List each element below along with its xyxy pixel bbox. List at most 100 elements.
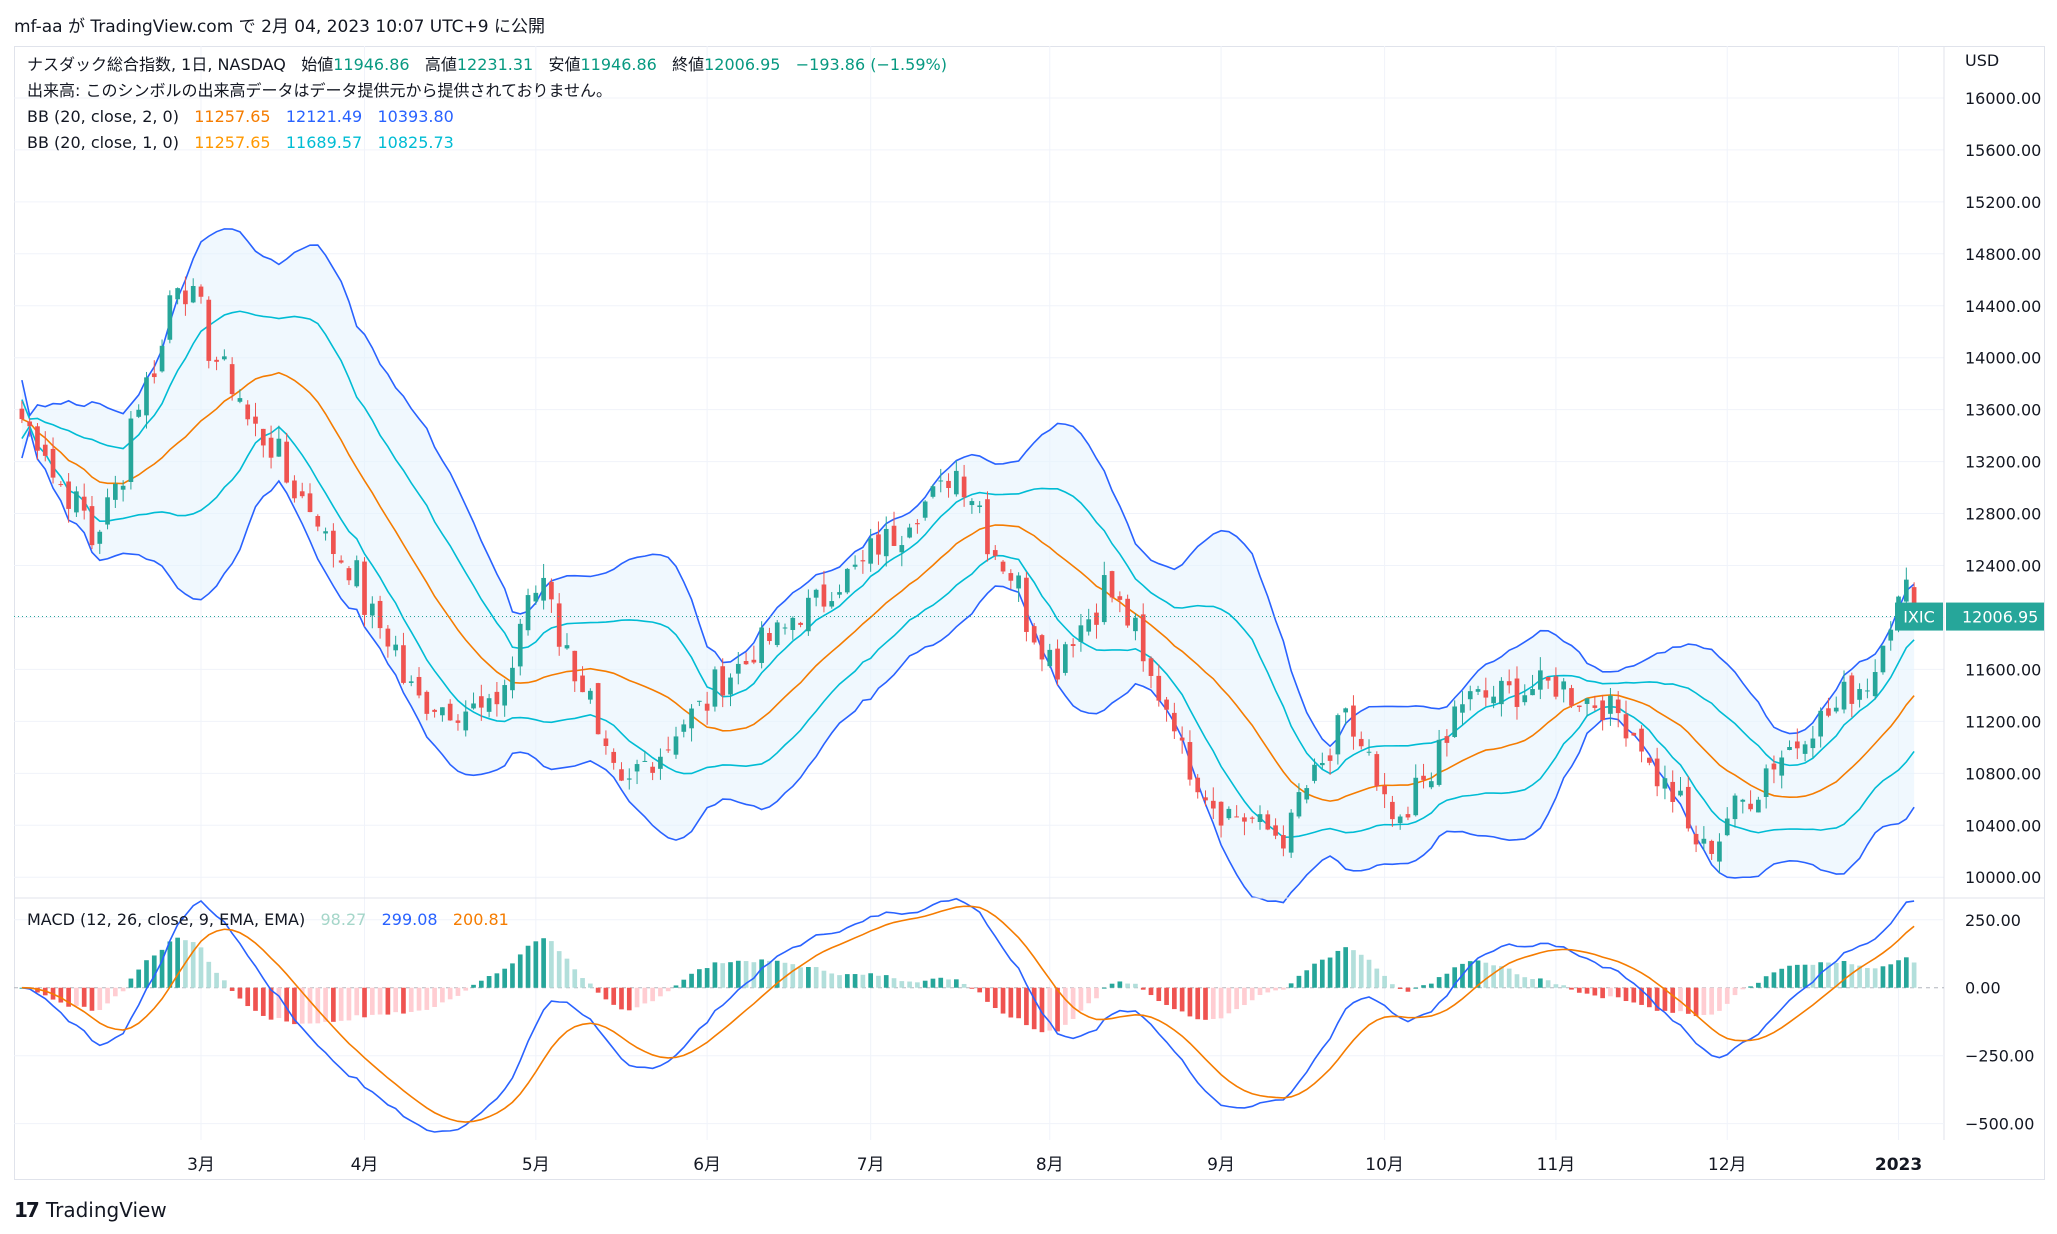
- candle-body: [1872, 672, 1878, 697]
- chart-frame: [14, 46, 2045, 1180]
- candle-body: [992, 550, 998, 556]
- candle-body: [97, 531, 103, 544]
- macd-hist-bar: [190, 942, 196, 988]
- bb1-row[interactable]: BB (20, close, 1, 0) 11257.65 11689.57 1…: [27, 130, 947, 156]
- macd-hist-bar: [1397, 987, 1403, 989]
- candle-body: [1849, 675, 1855, 704]
- main-legend: ナスダック総合指数, 1日, NASDAQ 始値11946.86 高値12231…: [27, 52, 947, 156]
- macd-hist-bar: [1678, 987, 1683, 1012]
- candle-body: [603, 738, 609, 746]
- candle-body: [1281, 835, 1286, 849]
- candle-body: [237, 398, 243, 402]
- candle-body: [1008, 573, 1014, 581]
- macd-hist-bar: [494, 973, 500, 988]
- candle-body: [81, 496, 87, 511]
- candle-body: [1647, 757, 1652, 763]
- candle-body: [338, 560, 344, 563]
- bb2-lower-value: 10393.80: [377, 107, 454, 126]
- macd-hist-bar: [595, 987, 601, 993]
- candle-body: [385, 628, 391, 647]
- candle-body: [315, 516, 321, 527]
- macd-hist-bar: [1709, 987, 1714, 1015]
- candle-body: [1771, 763, 1777, 770]
- candle-body: [1288, 812, 1294, 853]
- candle-body: [1063, 644, 1068, 673]
- macd-hist-bar: [167, 941, 173, 988]
- macd-hist-bar: [1047, 987, 1053, 1031]
- macd-hist-bar: [1600, 987, 1605, 999]
- macd-hist-bar: [751, 962, 757, 988]
- price-tick-label: 12800.00: [1965, 505, 2041, 524]
- macd-hist-bar: [1226, 987, 1232, 1014]
- bb2-row[interactable]: BB (20, close, 2, 0) 11257.65 12121.49 1…: [27, 104, 947, 130]
- bb1-label: BB (20, close, 1, 0): [27, 133, 179, 152]
- macd-hist-bar: [1794, 964, 1800, 988]
- candle-body: [1358, 738, 1364, 747]
- candle-body: [953, 470, 959, 495]
- candle-body: [432, 709, 437, 712]
- macd-hist-bar: [424, 987, 430, 1010]
- candle-body: [1179, 737, 1185, 741]
- candle-body: [27, 421, 33, 427]
- candle-body: [525, 595, 531, 631]
- macd-hist-bar: [1312, 963, 1317, 988]
- bollinger-bands: [21, 228, 1915, 904]
- macd-hist-bar: [658, 987, 663, 997]
- macd-hist-bar: [486, 976, 492, 988]
- price-tag-bg: [1946, 602, 2044, 631]
- candle-body: [1639, 728, 1644, 752]
- candle-body: [307, 493, 313, 513]
- candle-body: [883, 528, 889, 557]
- macd-hist-bar: [206, 961, 212, 988]
- macd-hist-bar: [1242, 987, 1247, 1006]
- macd-hist-bar: [1319, 959, 1325, 988]
- candle-body: [268, 437, 274, 458]
- candle-body: [1436, 739, 1442, 785]
- currency-label: USD: [1965, 51, 1999, 70]
- candle-body: [1701, 838, 1707, 844]
- macd-hist-bar: [1257, 987, 1263, 996]
- macd-hist-bar: [1327, 957, 1333, 988]
- macd-hist-bar: [1538, 978, 1543, 988]
- candle-body: [377, 600, 383, 629]
- price-tick-label: 10400.00: [1965, 816, 2041, 835]
- candle-body: [471, 703, 476, 709]
- macd-hist-bar: [1740, 987, 1746, 990]
- candle-body: [1397, 816, 1403, 824]
- macd-hist-bar: [66, 987, 71, 1007]
- footer-brand[interactable]: 17 TradingView: [14, 1198, 167, 1222]
- volume-note: 出来高: このシンボルの出来高データはデータ提供元から提供されておりません。: [27, 81, 613, 100]
- candle-body: [1055, 648, 1060, 680]
- macd-hist-bar: [798, 967, 803, 988]
- candle-body: [128, 418, 134, 482]
- candle-body: [1172, 712, 1177, 732]
- macd-hist-bar: [1896, 960, 1901, 988]
- candle-body: [1561, 681, 1567, 690]
- macd-hist-bar: [1903, 957, 1909, 988]
- candle-body: [1483, 690, 1489, 698]
- candle-body: [299, 491, 305, 497]
- bb2-upper-line: [21, 228, 1915, 748]
- macd-hist-bar: [502, 968, 508, 988]
- candle-body: [938, 480, 944, 482]
- macd-hist-bar: [634, 987, 640, 1008]
- macd-hist-bar: [626, 987, 632, 1011]
- price-tick-label: 15200.00: [1965, 193, 2041, 212]
- price-tick-label: 14800.00: [1965, 245, 2041, 264]
- candle-body: [1553, 676, 1559, 697]
- macd-hist-bar: [315, 987, 321, 1024]
- candle-body: [1833, 707, 1839, 712]
- macd-hist-bar: [1024, 987, 1029, 1026]
- macd-legend[interactable]: MACD (12, 26, close, 9, EMA, EMA) 98.27 …: [27, 910, 509, 929]
- bb1-upper-line: [21, 310, 1915, 775]
- macd-hist-bar: [852, 974, 858, 988]
- macd-hist-bar: [992, 987, 998, 1009]
- candle-body: [697, 700, 702, 702]
- symbol-tag-label: IXIC: [1903, 608, 1935, 627]
- candle-body: [1312, 764, 1317, 781]
- candle-body: [1335, 715, 1341, 755]
- macd-hist-bar: [1382, 975, 1387, 988]
- candle-body: [89, 506, 95, 546]
- macd-hist-bar: [331, 987, 336, 1022]
